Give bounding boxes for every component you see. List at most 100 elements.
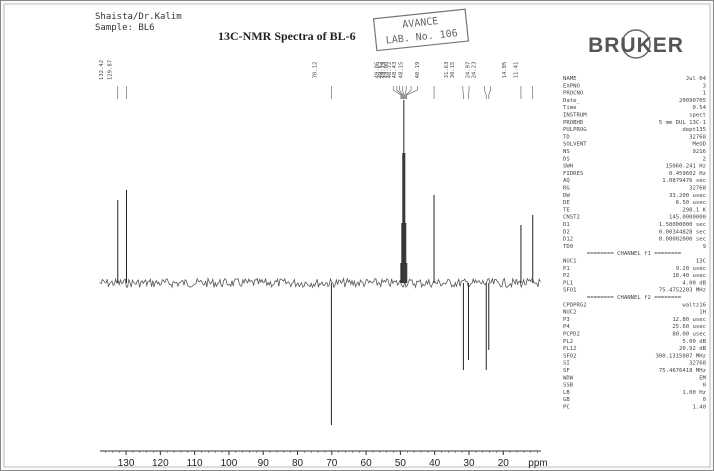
parameter-key: DS: [563, 156, 570, 162]
parameter-key: SFO1: [563, 288, 576, 294]
parameter-key: CNST2: [563, 215, 580, 221]
chart-title: 13C-NMR Spectra of BL-6: [218, 29, 356, 43]
parameter-key: RG: [563, 186, 570, 192]
parameter-key: NAME: [563, 76, 577, 82]
peak-label: 132.42: [99, 60, 105, 80]
parameter-key: GB: [563, 397, 570, 403]
parameter-key: PROCNO: [563, 91, 584, 97]
header-line: Shaista/Dr.Kalim: [95, 12, 182, 22]
parameter-value: 2: [703, 156, 706, 162]
peak-label: 48.15: [398, 62, 404, 79]
parameter-key: CPDPRG2: [563, 302, 587, 308]
parameter-value: 300.1315007 MHz: [655, 353, 706, 359]
peak-label: 30.15: [450, 62, 456, 79]
parameter-value: 32768: [689, 186, 706, 192]
parameter-key: AQ: [563, 178, 570, 184]
parameter-key: SI: [563, 361, 570, 367]
peak-label: 48.43: [392, 62, 398, 79]
parameter-value: 0.00002000 sec: [659, 237, 706, 243]
peak-label: 70.12: [312, 62, 318, 79]
parameter-key: D12: [563, 237, 573, 243]
parameter-value: 1.00 Hz: [682, 390, 706, 396]
parameter-value: 0.54: [693, 105, 707, 111]
parameter-value: EM: [699, 375, 706, 381]
parameter-key: NUC1: [563, 259, 576, 265]
parameter-value: 15060.241 Hz: [666, 164, 706, 170]
parameter-key: PROBHD: [563, 120, 584, 126]
parameter-value: 0.00344828 sec: [659, 229, 706, 235]
parameter-key: PCPD2: [563, 332, 580, 338]
parameter-value: 13C: [696, 259, 706, 265]
parameter-value: 145.0000000: [669, 215, 706, 221]
parameter-key: D2: [563, 229, 570, 235]
x-tick-label: 60: [361, 458, 373, 469]
parameter-key: LB: [563, 390, 570, 396]
parameter-key: TE: [563, 207, 570, 213]
parameter-value: dept135: [682, 127, 706, 133]
parameter-value: 1.50000000 sec: [659, 222, 706, 228]
parameter-value: 5 mm DUL 13C-1: [659, 120, 706, 126]
parameter-key: SF: [563, 368, 570, 374]
parameter-value: 1H: [699, 310, 706, 316]
parameter-value: 9216: [693, 149, 706, 155]
parameter-key: EXPNO: [563, 83, 580, 89]
parameter-key: P4: [563, 324, 570, 330]
parameter-value: 75.4752203 MHz: [659, 288, 706, 294]
parameter-key: TD: [563, 134, 570, 140]
peak-label: 24.97: [465, 62, 471, 79]
x-tick-label: 80: [292, 458, 304, 469]
x-tick-label: 120: [152, 458, 169, 469]
parameter-key: P2: [563, 273, 570, 279]
parameter-key: P1: [563, 266, 570, 272]
parameter-value: waltz16: [682, 302, 706, 308]
parameter-value: 0.459602 Hz: [669, 171, 706, 177]
parameter-key: DW: [563, 193, 570, 199]
parameter-value: 80.00 usec: [672, 332, 706, 338]
parameter-value: 4.00 dB: [682, 280, 706, 286]
parameter-value: 1.0879476 sec: [662, 178, 706, 184]
peak-label: 31.63: [444, 62, 450, 79]
parameter-value: Jul 04: [686, 76, 707, 82]
parameter-key: TD0: [563, 244, 573, 250]
parameter-key: NUC2: [563, 310, 576, 316]
x-tick-label: 130: [118, 458, 135, 469]
parameter-key: Time: [563, 105, 577, 111]
x-tick-label: 110: [187, 458, 203, 469]
parameter-key: INSTRUM: [563, 113, 587, 119]
x-tick-label: 90: [258, 458, 270, 469]
parameter-key: DE: [563, 200, 570, 206]
parameter-value: 9: [703, 244, 706, 250]
parameter-key: Date_: [563, 98, 580, 104]
parameter-key: D1: [563, 222, 570, 228]
parameter-value: 20090705: [679, 98, 706, 104]
parameter-value: 6.50 usec: [676, 200, 706, 206]
x-tick-label: 50: [395, 458, 407, 469]
parameter-key: PL2: [563, 339, 573, 345]
parameter-value: 20.92 dB: [679, 346, 707, 352]
parameter-key: SOLVENT: [563, 142, 587, 148]
parameter-value: 1: [703, 91, 706, 97]
parameter-value: 75.4676418 MHz: [659, 368, 706, 374]
header-line: Sample: BL6: [95, 23, 155, 33]
x-tick-label: 40: [429, 458, 441, 469]
parameter-value: 298.1 K: [682, 207, 706, 213]
parameter-key: NS: [563, 149, 570, 155]
logo: BRUKER: [588, 34, 684, 57]
parameter-value: 25.60 usec: [672, 324, 706, 330]
parameter-value: 3: [703, 83, 706, 89]
parameter-value: 0: [703, 397, 706, 403]
parameter-section: ======== CHANNEL f2 ========: [587, 295, 682, 301]
x-axis-label: ppm: [528, 458, 547, 469]
parameter-value: 32768: [689, 134, 706, 140]
parameter-value: 12.80 usec: [672, 317, 706, 323]
x-tick-label: 20: [498, 458, 510, 469]
parameter-key: PL1: [563, 280, 573, 286]
parameter-key: FIDRES: [563, 171, 583, 177]
parameter-value: 9.20 usec: [676, 266, 706, 272]
peak-label: 11.41: [514, 62, 520, 79]
parameter-value: spect: [689, 113, 706, 119]
parameter-key: PL12: [563, 346, 576, 352]
parameter-value: 0: [703, 383, 706, 389]
parameter-key: P3: [563, 317, 570, 323]
peak-label: 40.19: [415, 62, 421, 79]
